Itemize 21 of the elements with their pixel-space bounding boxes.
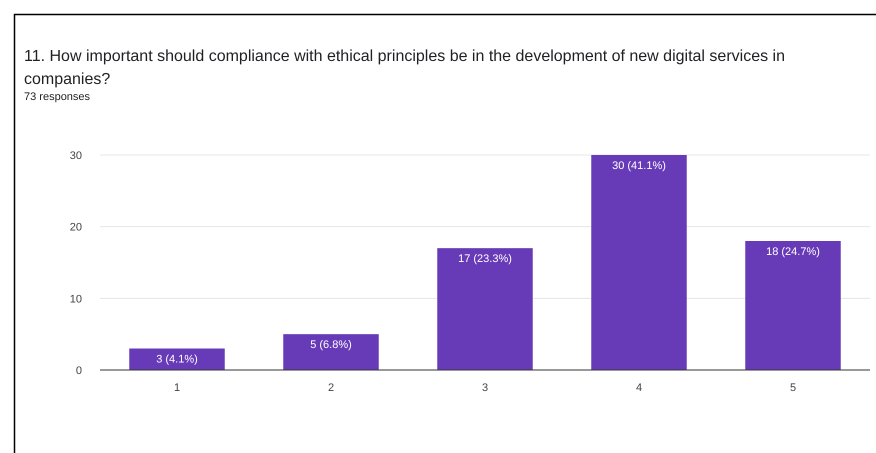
data-label: 17 (23.3%) [458, 253, 512, 266]
data-label: 3 (4.1%) [156, 354, 198, 366]
x-tick-label: 3 [482, 382, 488, 394]
y-tick-label: 10 [70, 293, 82, 306]
y-tick-label: 30 [70, 150, 82, 162]
bar [129, 348, 225, 370]
x-tick-label: 4 [636, 382, 642, 394]
bar [283, 334, 379, 370]
data-label: 30 (41.1%) [612, 160, 666, 172]
chart-subtitle: 73 responses [24, 91, 91, 103]
bar [591, 155, 687, 370]
y-tick-label: 20 [70, 222, 82, 234]
chart-title: 11. How important should compliance with ethical principles be in the development of new digital services in companies? [24, 48, 785, 88]
data-label: 18 (24.7%) [766, 246, 820, 258]
x-tick-label: 5 [790, 382, 796, 394]
data-label: 5 (6.8%) [310, 339, 352, 352]
bar [745, 241, 841, 370]
x-tick-label: 2 [328, 382, 334, 394]
y-tick-label: 0 [76, 365, 82, 377]
bar [437, 248, 533, 370]
x-tick-label: 1 [174, 382, 180, 394]
